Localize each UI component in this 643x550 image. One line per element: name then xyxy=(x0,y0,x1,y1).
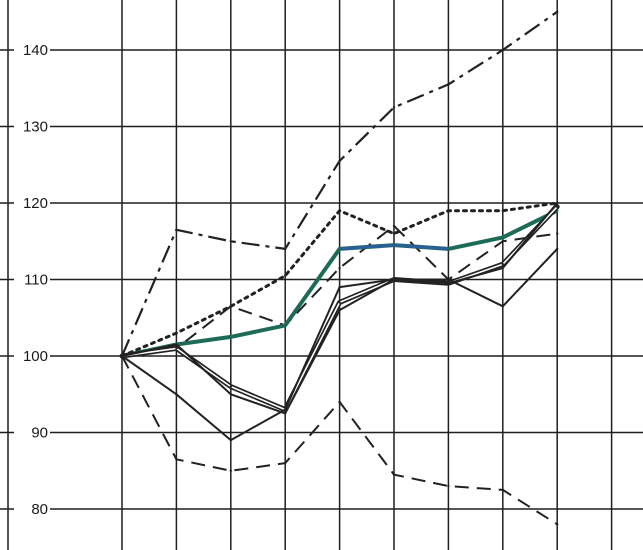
data-point xyxy=(447,484,450,488)
data-point xyxy=(229,335,232,339)
data-point xyxy=(175,393,178,396)
series-8 xyxy=(120,354,559,526)
data-point xyxy=(175,331,178,335)
tick-label-background xyxy=(14,193,50,213)
data-point xyxy=(447,278,450,281)
y-tick-label: 140 xyxy=(23,42,48,59)
data-point xyxy=(392,106,396,109)
data-point xyxy=(175,458,178,461)
data-point xyxy=(501,266,504,270)
data-point xyxy=(175,343,178,346)
data-point xyxy=(501,209,504,212)
data-point xyxy=(447,209,450,212)
data-point xyxy=(556,201,559,205)
data-point xyxy=(447,83,450,86)
data-point xyxy=(175,228,178,231)
data-point xyxy=(284,408,287,411)
data-point xyxy=(556,232,559,235)
data-point xyxy=(392,243,396,247)
data-point xyxy=(556,10,559,13)
y-tick-label: 110 xyxy=(24,272,48,289)
data-point xyxy=(229,305,232,308)
data-point xyxy=(556,247,559,251)
data-point xyxy=(338,209,341,212)
data-point xyxy=(284,274,287,277)
data-point xyxy=(501,236,504,239)
y-tick-label: 90 xyxy=(31,425,48,442)
data-point xyxy=(338,285,341,289)
data-point xyxy=(229,438,232,442)
data-point xyxy=(284,247,287,251)
data-point xyxy=(338,266,341,270)
y-axis-ticks: 80 90 100 110 120 130 140 xyxy=(14,40,50,519)
data-point xyxy=(338,308,341,312)
data-point xyxy=(392,224,396,228)
data-point xyxy=(229,385,232,388)
data-point xyxy=(338,159,341,163)
data-point xyxy=(501,263,504,266)
data-point xyxy=(447,247,450,251)
data-point xyxy=(284,324,287,327)
data-point xyxy=(556,523,559,526)
data-point xyxy=(120,354,124,358)
y-tick-label: 130 xyxy=(23,119,48,136)
data-point xyxy=(556,205,559,209)
tick-label-background xyxy=(14,346,50,366)
data-point xyxy=(229,469,232,472)
data-point xyxy=(392,278,396,281)
data-point xyxy=(447,282,450,285)
data-point xyxy=(501,48,504,52)
data-point xyxy=(501,488,504,492)
tick-label-background xyxy=(14,499,50,519)
data-point xyxy=(175,347,178,350)
data-point xyxy=(229,393,232,396)
data-point xyxy=(338,400,341,404)
data-point xyxy=(392,473,396,476)
tick-label-background xyxy=(14,422,50,443)
data-point xyxy=(338,247,341,251)
data-point xyxy=(284,412,287,415)
data-point xyxy=(284,461,287,465)
y-tick-label: 120 xyxy=(23,195,48,212)
data-point xyxy=(501,240,504,243)
y-tick-label: 80 xyxy=(31,501,48,518)
data-point xyxy=(501,305,504,308)
tick-label-background xyxy=(14,116,50,137)
y-tick-label: 100 xyxy=(23,348,48,365)
series-lines xyxy=(119,10,560,526)
tick-label-background xyxy=(14,269,50,290)
data-point xyxy=(338,301,341,304)
series-line xyxy=(121,224,558,357)
series-6 xyxy=(120,201,559,415)
tick-label-background xyxy=(14,40,50,60)
data-point xyxy=(229,240,232,243)
data-point xyxy=(392,232,396,235)
